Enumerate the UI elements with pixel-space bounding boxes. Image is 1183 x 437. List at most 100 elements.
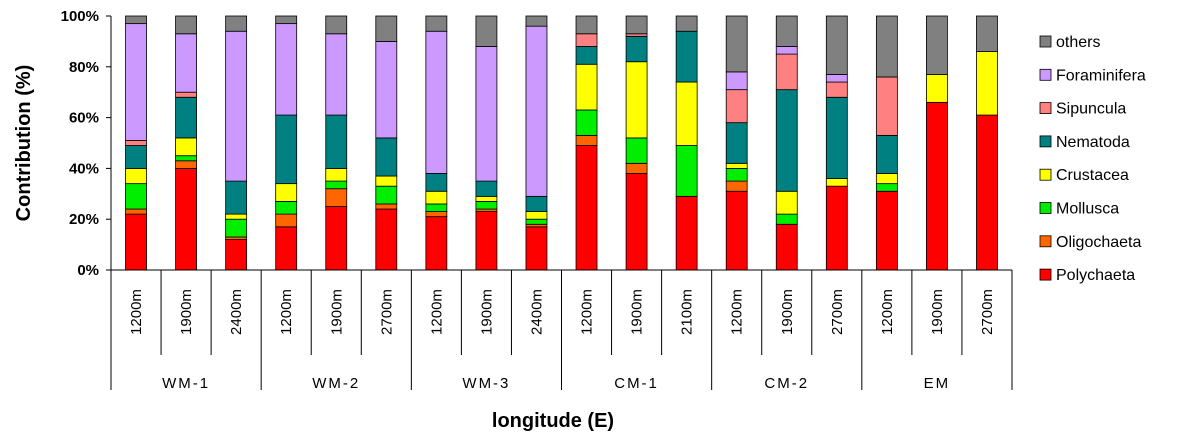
bar-segment-polychaeta	[625, 173, 648, 271]
category-label: 2400m	[528, 289, 545, 335]
x-axis-title: longitude (E)	[492, 410, 614, 432]
category-label: 2400m	[228, 289, 245, 335]
bar-segment-others	[475, 15, 498, 47]
bar-segment-mollusca	[225, 218, 248, 238]
bar-segment-others	[926, 15, 948, 75]
bar-segment-others	[225, 15, 248, 32]
bar-segment-mollusca	[325, 180, 348, 190]
bar-segment-oligochaeta	[175, 160, 197, 169]
bar-segment-foraminifera	[775, 46, 798, 55]
bar-segment-polychaeta	[525, 226, 548, 271]
bar-segment-nematoda	[625, 35, 648, 63]
y-tick-label: 100%	[61, 8, 99, 25]
category-label: 1900m	[478, 289, 495, 335]
bar-segment-nematoda	[825, 96, 848, 179]
legend-swatch	[1039, 235, 1052, 248]
category-label: 1900m	[328, 289, 345, 335]
category-label: 2100m	[679, 289, 696, 335]
bar-segment-crustacea	[175, 137, 197, 157]
bar-segment-mollusca	[275, 201, 298, 215]
legend-label: Sipuncula	[1056, 101, 1126, 118]
bar-segment-others	[976, 15, 998, 52]
bar-segment-others	[275, 15, 298, 25]
bar-segment-polychaeta	[675, 195, 698, 271]
bar-segment-sipuncula	[725, 89, 748, 124]
bar-segment-oligochaeta	[725, 180, 748, 192]
group-label: CM-2	[764, 375, 809, 392]
bar-segment-oligochaeta	[375, 203, 398, 210]
category-label: 1900m	[929, 289, 946, 335]
category-label: 1200m	[278, 289, 295, 335]
bar-segment-others	[625, 15, 648, 35]
bar-segment-nematoda	[675, 30, 698, 83]
bar-segment-crustacea	[425, 190, 448, 205]
bar-segment-mollusca	[375, 185, 398, 205]
bar-segment-oligochaeta	[325, 188, 348, 207]
bar-segment-crustacea	[875, 173, 898, 185]
bar-segment-foraminifera	[375, 41, 398, 139]
legend-label: Crustacea	[1056, 167, 1129, 184]
bar-segment-others	[175, 15, 197, 35]
bar-segment-polychaeta	[425, 216, 448, 271]
bar-segment-polychaeta	[575, 145, 598, 271]
bar-segment-mollusca	[475, 201, 498, 210]
bar-segment-foraminifera	[725, 71, 748, 91]
bar-segment-foraminifera	[275, 23, 298, 116]
bar-segment-crustacea	[926, 74, 948, 103]
bar-segment-others	[125, 15, 147, 25]
bars-layer	[125, 15, 998, 271]
category-label: 2700m	[979, 289, 996, 335]
bar-segment-others	[425, 15, 448, 32]
bar-segment-oligochaeta	[425, 211, 448, 218]
bar-segment-polychaeta	[775, 223, 798, 271]
legend: others Foraminifera Sipuncula Nematoda Crust…	[1039, 34, 1146, 284]
bar-segment-crustacea	[375, 175, 398, 187]
bar-segment-crustacea	[225, 213, 248, 220]
bar-segment-polychaeta	[475, 211, 498, 271]
bar-segment-sipuncula	[575, 33, 598, 47]
group-label: EM	[924, 375, 951, 392]
bar-segment-others	[725, 15, 748, 73]
bar-segment-sipuncula	[175, 91, 197, 98]
bar-segment-nematoda	[775, 89, 798, 192]
bar-segment-nematoda	[425, 173, 448, 192]
bar-segment-oligochaeta	[125, 208, 147, 215]
bar-segment-foraminifera	[525, 25, 548, 197]
legend-swatch	[1039, 268, 1052, 281]
legend-label: Foraminifera	[1056, 67, 1146, 84]
bar-segment-polychaeta	[976, 114, 998, 271]
category-labels: 1200m 1900m 2400m 1200m 1900m 2700m 1200m 1900m…	[128, 289, 996, 335]
group-label: CM-1	[614, 375, 659, 392]
category-label: 1200m	[428, 289, 445, 335]
bar-segment-oligochaeta	[275, 213, 298, 228]
bar-segment-polychaeta	[325, 206, 348, 271]
bar-segment-foraminifera	[475, 46, 498, 182]
bar-segment-foraminifera	[225, 30, 248, 182]
legend-swatch	[1039, 202, 1052, 214]
bar-segment-nematoda	[475, 180, 498, 197]
category-label: 1900m	[178, 289, 195, 335]
bar-segment-others	[525, 15, 548, 27]
category-label: 1900m	[779, 289, 796, 335]
bar-segment-sipuncula	[125, 140, 147, 146]
legend-label: Nematoda	[1056, 134, 1130, 151]
bar-segment-nematoda	[125, 145, 147, 169]
bar-segment-nematoda	[325, 114, 348, 169]
y-tick-label: 80%	[69, 59, 99, 76]
category-label: 1200m	[579, 289, 596, 335]
bar-segment-foraminifera	[125, 23, 147, 141]
bar-segment-others	[575, 15, 598, 35]
bar-segment-polychaeta	[875, 190, 898, 271]
bar-segment-crustacea	[325, 167, 348, 182]
bar-segment-mollusca	[525, 218, 548, 225]
bar-segment-polychaeta	[825, 185, 848, 271]
bar-segment-crustacea	[775, 190, 798, 215]
y-axis-title: Contribution (%)	[13, 65, 35, 222]
bar-segment-others	[775, 15, 798, 47]
y-tick-label: 40%	[69, 160, 99, 177]
bar-segment-crustacea	[275, 183, 298, 202]
category-label: 1200m	[879, 289, 896, 335]
bar-segment-others	[675, 15, 698, 32]
legend-label: others	[1056, 34, 1100, 51]
bar-segment-polychaeta	[725, 190, 748, 271]
